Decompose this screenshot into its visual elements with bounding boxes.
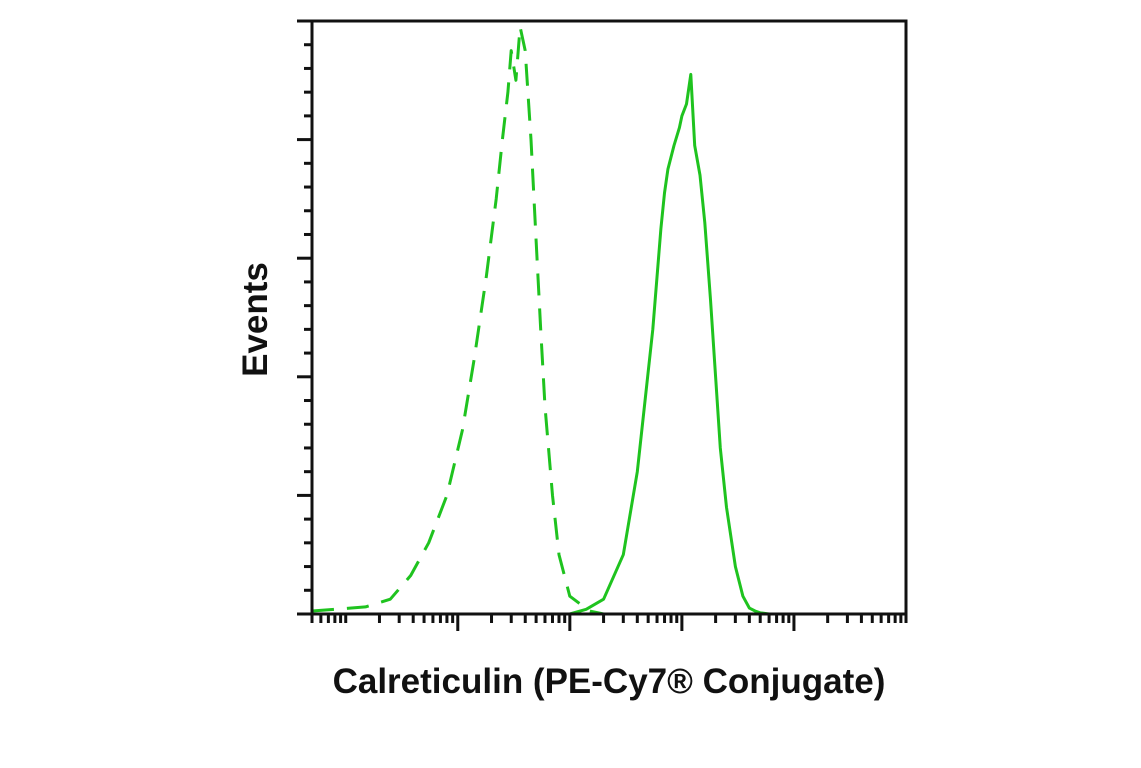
series-line-dashed xyxy=(311,25,906,616)
plot-frame xyxy=(310,19,908,616)
y-axis-title: Events xyxy=(236,262,275,377)
series-layer xyxy=(311,25,906,616)
axis-ticks xyxy=(297,19,908,631)
series-line-solid xyxy=(312,72,906,616)
x-axis-title: Calreticulin (PE-Cy7® Conjugate) xyxy=(333,662,886,701)
